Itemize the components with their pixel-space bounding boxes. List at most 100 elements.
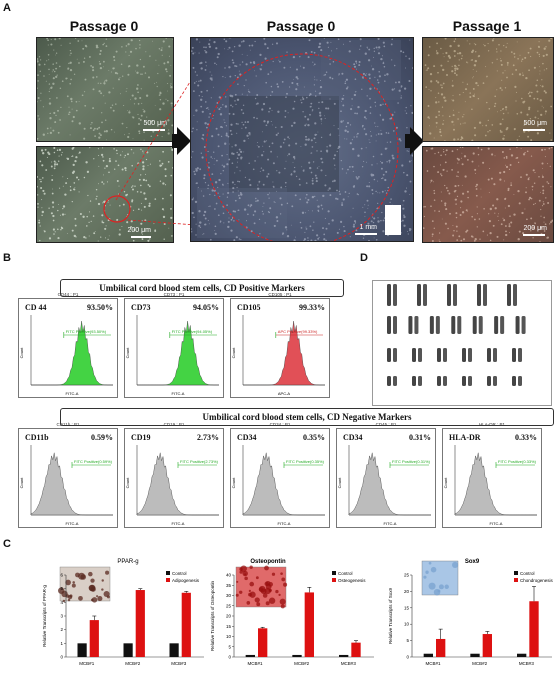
stain-blob (65, 579, 71, 586)
panel-b-letter: B (3, 252, 11, 264)
scale-label: 500 μm (523, 120, 548, 127)
histogram-plot: FITC Positive(2.73%) FITC-A Count (125, 445, 219, 526)
chromosome (437, 376, 441, 386)
stain-blob (275, 589, 279, 594)
stain-blob (430, 566, 437, 573)
scale-bar (523, 234, 545, 236)
flow-histogram: CD73 : P1 CD73 94.05% FITC Positive(94.05%)… (124, 292, 224, 398)
micrograph-p0-low-mag: 500 μm (36, 37, 174, 142)
stain-blob (90, 586, 96, 592)
passage-0-left-title: Passage 0 (69, 18, 139, 34)
marker-label: CD34 (237, 433, 257, 442)
marker-label: CD34 (343, 433, 363, 442)
stain-blob (249, 565, 253, 569)
stain-blob (67, 598, 71, 602)
cell-texture (423, 147, 553, 242)
y-axis-label: Count (125, 347, 130, 359)
x-tick-label: MCB#3 (519, 661, 535, 666)
scale-label: 1 mm (359, 224, 378, 231)
panel-c-letter: C (3, 538, 11, 550)
bar-chondrogenesis (482, 634, 492, 657)
stain-blob (103, 590, 110, 598)
histogram-distribution (243, 321, 325, 386)
x-axis-label: FITC-A (172, 391, 185, 396)
y-axis-label: Relative Transcripts of Osteopontin (210, 580, 215, 651)
histogram-plot: FITC Positive(0.33%) FITC-A Count (443, 445, 537, 526)
chromosome (472, 316, 477, 334)
positive-histograms-row: CD44 : P1 CD 44 93.50% FITC Positive(93.50%… (18, 292, 348, 400)
chromosome (478, 316, 483, 334)
chromosome (443, 376, 447, 386)
chromosome (447, 284, 451, 306)
chart-title: Osteopontin (250, 559, 286, 565)
negative-histograms-row: CD11b : P1 CD11b 0.59% FITC Positive(0.59%)… (18, 422, 554, 530)
stain-blob (428, 582, 436, 590)
micrograph-p0-mosaic: 1 mm (190, 37, 414, 242)
chromosome (393, 284, 397, 306)
x-tick-label: MCB#3 (171, 661, 187, 666)
y-tick-label: 0 (60, 655, 63, 660)
chromosome (393, 316, 397, 334)
y-axis-label: Relative Transcripts of PPAR-g (42, 585, 47, 647)
x-tick-label: MCB#1 (79, 661, 95, 666)
stain-blob (105, 570, 110, 575)
bar-control (292, 654, 302, 657)
ppar-g-bar-chart: PPAR-g 0 1 2 3 4 5 6 Relative Transcripts of PPA… (42, 559, 204, 666)
stain-blob (101, 579, 104, 582)
bar-adipogenesis (89, 620, 99, 657)
histogram-distribution (348, 452, 431, 516)
chart-title: PPAR-g (117, 559, 138, 565)
bar-control (339, 654, 349, 657)
chromosome (451, 316, 456, 334)
white-inset-block (385, 205, 401, 235)
y-axis-label: Count (125, 477, 130, 489)
histogram-title: HLA-DR : P1 (478, 422, 505, 427)
y-tick-label: 0 (406, 655, 409, 660)
stain-blob (239, 590, 243, 594)
scale-label: 200 μm (127, 227, 152, 234)
chromosome (512, 376, 516, 386)
stain-inset-image (421, 560, 459, 596)
stain-blob (280, 572, 283, 576)
histogram-plot: FITC Positive(0.31%) FITC-A Count (337, 445, 431, 526)
chromosome (462, 376, 466, 386)
y-axis-label: Count (443, 477, 448, 489)
bar-control (423, 653, 433, 657)
bar-control (169, 643, 179, 657)
histogram-distribution (137, 321, 219, 386)
histogram-title: CD11b : P1 (56, 422, 80, 427)
histogram-title: CD45 : P1 (375, 422, 397, 427)
x-tick-label: MCB#2 (294, 661, 310, 666)
histogram-plot: APC Positive(99.33%) APC-A Count (231, 315, 325, 396)
positive-markers-header: Umbilical cord blood stem cells, CD Posi… (60, 279, 344, 297)
stain-blob (264, 565, 269, 571)
stain-blob (423, 575, 427, 579)
stain-blob (262, 593, 268, 598)
mosaic-texture (191, 38, 413, 241)
histogram-title: CD19 : P1 (163, 422, 185, 427)
gate-label: FITC Positive(0.31%) (392, 459, 431, 464)
micrograph-p0-high-mag: 200 μm (36, 146, 174, 243)
y-axis-label: Count (231, 347, 236, 359)
legend-label: Control (338, 571, 353, 576)
y-tick-label: 10 (226, 634, 232, 639)
scale-bar (143, 129, 165, 131)
chromosome (462, 348, 466, 362)
cell-texture (424, 38, 553, 141)
x-tick-label: MCB#1 (247, 661, 263, 666)
y-axis-label: Relative Transcripts of Sox9 (388, 587, 393, 644)
percent-positive: 0.59% (91, 433, 113, 442)
stain-blob (240, 565, 247, 572)
stain-blob (279, 598, 286, 605)
histogram-plot: FITC Positive(93.50%) FITC-A Count (19, 315, 113, 396)
chromosome (393, 348, 397, 362)
chromosome (393, 376, 397, 386)
micrograph-p1-low-mag: 500 μm (422, 37, 554, 142)
y-tick-label: 1 (60, 641, 63, 646)
y-axis-label: Count (19, 477, 24, 489)
stain-blob (67, 595, 73, 600)
y-tick-label: 20 (404, 589, 410, 594)
micrograph-p1-high-mag: 200 μm (422, 146, 554, 243)
stain-blob (256, 602, 261, 607)
flow-histogram: CD105 : P1 CD105 99.33% APC Positive(99.33%… (230, 292, 330, 398)
